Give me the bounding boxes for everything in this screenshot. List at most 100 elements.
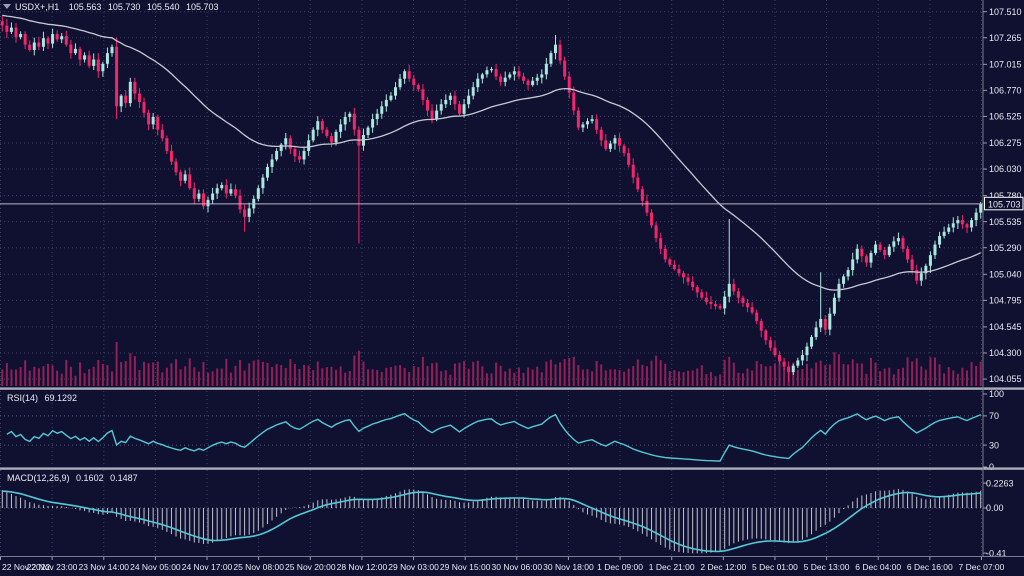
bear-candle-body bbox=[37, 42, 41, 47]
volume-bar bbox=[321, 368, 324, 386]
bull-candle-body bbox=[800, 355, 804, 361]
bull-candle-body bbox=[540, 74, 544, 78]
volume-bar bbox=[472, 361, 475, 386]
bear-candle-body bbox=[5, 25, 9, 32]
bull-candle-body bbox=[105, 53, 109, 64]
bull-candle-body bbox=[503, 77, 507, 82]
bear-candle-body bbox=[599, 129, 603, 141]
volume-bar bbox=[239, 359, 242, 386]
bear-candle-body bbox=[201, 193, 205, 207]
candlestick-layer[interactable] bbox=[0, 15, 983, 382]
bear-candle-body bbox=[650, 212, 654, 226]
volume-bar bbox=[367, 369, 370, 386]
rsi-tick-label: 30 bbox=[989, 440, 999, 450]
bull-candle-body bbox=[544, 63, 548, 75]
bear-candle-body bbox=[160, 129, 164, 139]
volume-bar bbox=[888, 367, 891, 386]
volume-bar bbox=[801, 368, 804, 386]
bull-candle-body bbox=[265, 166, 269, 178]
price-tick-label: 104.300 bbox=[989, 348, 1022, 358]
volume-bar bbox=[714, 376, 717, 386]
volume-bar bbox=[828, 364, 831, 386]
bear-candle-body bbox=[96, 59, 100, 72]
volume-bar bbox=[389, 366, 392, 386]
rsi-current-value: 69.1292 bbox=[45, 393, 78, 403]
volume-bar bbox=[138, 369, 141, 386]
bear-candle-body bbox=[878, 244, 882, 250]
bull-candle-body bbox=[727, 283, 731, 297]
volume-bar bbox=[527, 367, 530, 386]
time-label: 24 Nov 05:00 bbox=[130, 562, 181, 572]
volume-bar bbox=[248, 363, 251, 386]
bear-candle-body bbox=[627, 153, 631, 165]
volume-bar bbox=[659, 360, 662, 386]
bull-candle-body bbox=[339, 124, 343, 132]
bull-candle-body bbox=[311, 129, 315, 141]
bull-candle-body bbox=[805, 346, 809, 356]
bull-candle-body bbox=[846, 270, 850, 277]
volume-bar bbox=[883, 368, 886, 386]
bear-candle-body bbox=[115, 46, 119, 107]
volume-bar bbox=[586, 369, 589, 386]
volume-bar bbox=[421, 356, 424, 386]
volume-bar bbox=[440, 371, 443, 386]
bear-candle-body bbox=[750, 307, 754, 313]
volume-bar bbox=[69, 366, 72, 386]
price-tick-label: 107.510 bbox=[989, 7, 1022, 17]
volume-bar bbox=[284, 368, 287, 386]
bear-candle-body bbox=[357, 129, 361, 146]
bear-candle-body bbox=[636, 177, 640, 190]
panel-separator-macd[interactable] bbox=[0, 467, 1024, 470]
volume-bar bbox=[540, 372, 543, 386]
volume-bar bbox=[760, 364, 763, 386]
time-label: 22 Nov 23:00 bbox=[27, 562, 78, 572]
volume-bar bbox=[545, 361, 548, 386]
volume-bar bbox=[485, 373, 488, 386]
bear-candle-body bbox=[563, 60, 567, 77]
volume-bar bbox=[161, 372, 164, 386]
bear-candle-body bbox=[691, 281, 695, 288]
volume-bar bbox=[664, 363, 667, 386]
volume-bar bbox=[120, 362, 123, 386]
volume-bar bbox=[860, 363, 863, 386]
bull-candle-body bbox=[389, 95, 393, 100]
volume-bar bbox=[901, 367, 904, 386]
bear-candle-body bbox=[179, 172, 183, 181]
volume-bar bbox=[449, 374, 452, 386]
time-label: 24 Nov 17:00 bbox=[182, 562, 233, 572]
volume-bar bbox=[837, 354, 840, 386]
axes-layer[interactable]: 107.510 107.265 107.015 106.770 106.525 106.2… bbox=[0, 7, 1022, 572]
bull-candle-body bbox=[197, 193, 201, 199]
bull-candle-body bbox=[535, 77, 539, 81]
volume-bar bbox=[24, 360, 27, 386]
volume-bar bbox=[51, 365, 54, 386]
bear-candle-body bbox=[169, 150, 173, 162]
time-label: 23 Nov 14:00 bbox=[78, 562, 129, 572]
volume-bar bbox=[92, 366, 95, 386]
bear-candle-body bbox=[288, 138, 292, 149]
volume-bar bbox=[152, 362, 155, 386]
volume-bar bbox=[778, 362, 781, 386]
volume-bar bbox=[943, 373, 946, 386]
bull-candle-body bbox=[375, 113, 379, 120]
volume-bar bbox=[952, 370, 955, 386]
volume-bar bbox=[143, 361, 146, 386]
price-tick-label: 105.780 bbox=[989, 191, 1022, 201]
volume-bar bbox=[266, 362, 269, 386]
bull-candle-body bbox=[814, 327, 818, 338]
volume-bar bbox=[74, 375, 77, 386]
bull-candle-body bbox=[549, 53, 553, 64]
bear-candle-body bbox=[759, 321, 763, 331]
bear-candle-body bbox=[142, 102, 146, 113]
bull-candle-body bbox=[796, 360, 800, 366]
bear-candle-body bbox=[640, 189, 644, 201]
bear-candle-body bbox=[522, 76, 526, 81]
bear-candle-body bbox=[704, 297, 708, 302]
bull-candle-body bbox=[928, 255, 932, 266]
panel-separator-rsi[interactable] bbox=[0, 387, 1024, 390]
bear-candle-body bbox=[133, 81, 137, 94]
volume-bar bbox=[444, 370, 447, 386]
bear-candle-body bbox=[156, 116, 160, 130]
bear-candle-body bbox=[147, 112, 151, 125]
